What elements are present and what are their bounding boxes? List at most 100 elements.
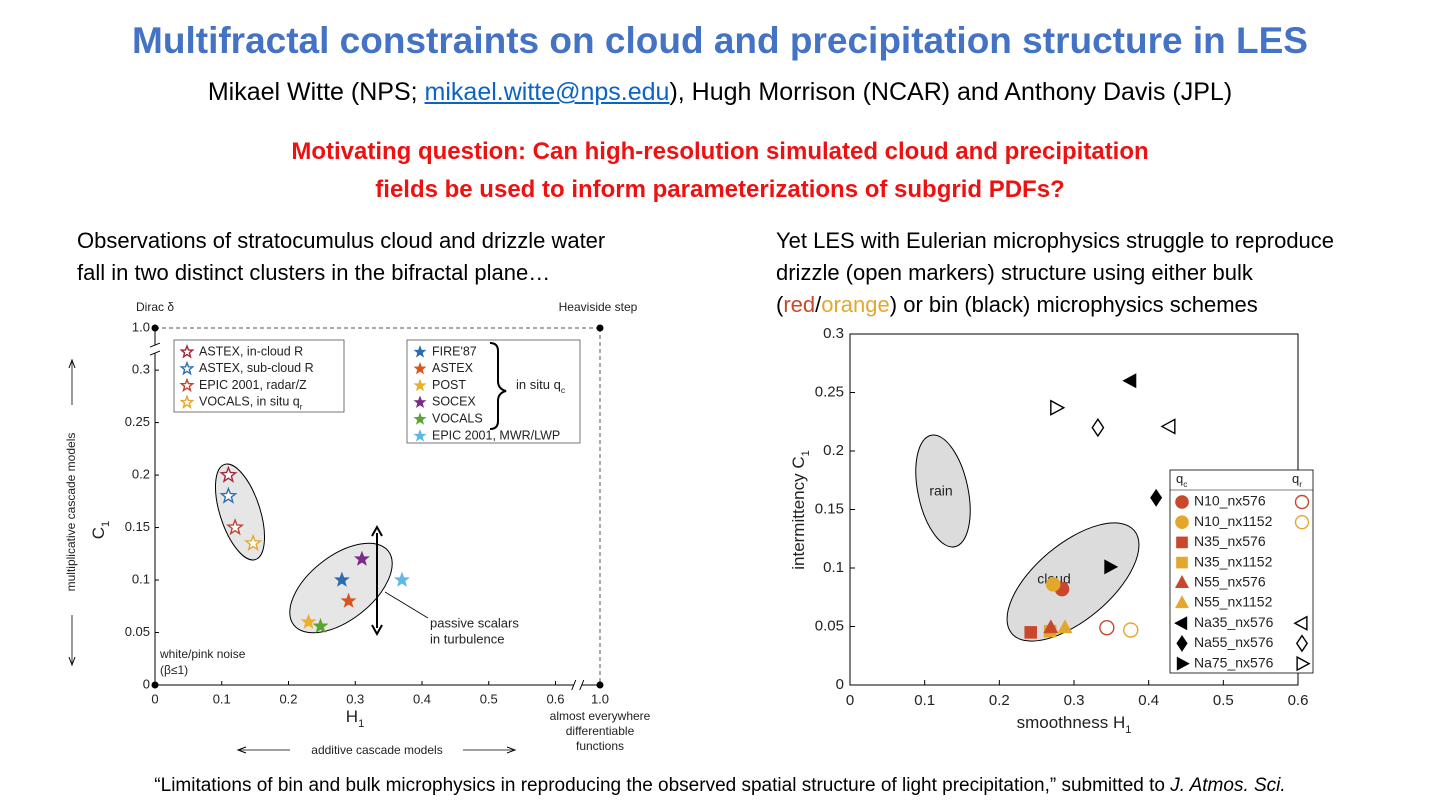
y-tick-label: 0.15 bbox=[125, 519, 150, 534]
circle-marker bbox=[1175, 495, 1189, 509]
square-marker bbox=[1024, 626, 1037, 639]
star-marker bbox=[244, 533, 263, 552]
diamond-marker bbox=[1091, 417, 1105, 438]
star-marker bbox=[179, 360, 195, 376]
axis-break bbox=[571, 679, 585, 691]
arrow-label: additive cascade models bbox=[311, 743, 442, 757]
footer-text: “Limitations of bin and bulk microphysic… bbox=[154, 775, 1171, 796]
x-tick-label: 0 bbox=[846, 692, 854, 709]
x-axis-label-sub: 1 bbox=[1125, 724, 1131, 736]
legend-header-sub: r bbox=[1299, 479, 1302, 489]
y-tick-label: 0.05 bbox=[815, 617, 844, 634]
star-marker bbox=[226, 518, 245, 536]
y-tick-label: 0.1 bbox=[132, 571, 150, 586]
star-marker bbox=[179, 344, 195, 359]
x-tick-label: 1.0 bbox=[591, 691, 609, 706]
star-marker bbox=[393, 571, 410, 587]
group-label: in situ qc bbox=[516, 377, 565, 395]
legend-label: N10_nx576 bbox=[1194, 493, 1266, 509]
leader-line bbox=[384, 591, 429, 619]
square-marker bbox=[1176, 556, 1188, 569]
diamond-marker bbox=[1150, 488, 1163, 507]
y-axis-label-text: C bbox=[89, 527, 108, 539]
triangle-left-marker bbox=[1174, 616, 1188, 631]
corner-label: differentiable bbox=[566, 724, 635, 738]
star-marker bbox=[353, 550, 370, 566]
arrow-head bbox=[506, 746, 517, 754]
x-tick-label: 0.6 bbox=[1288, 692, 1309, 709]
group-label-sub: c bbox=[561, 385, 565, 395]
legend-box bbox=[406, 339, 581, 444]
caption-line: fall in two distinct clusters in the bif… bbox=[77, 260, 551, 285]
legend-header: qc bbox=[1176, 471, 1187, 489]
y-axis-label-sub: 1 bbox=[800, 450, 812, 456]
corner-label: Heaviside step bbox=[559, 300, 638, 314]
star-marker bbox=[413, 412, 427, 425]
authors-text: ), Hugh Morrison (NCAR) and Anthony Davi… bbox=[669, 78, 1233, 106]
x-axis-label: smoothness H1 bbox=[1017, 713, 1132, 735]
star-marker bbox=[219, 486, 238, 504]
legend-header-text: q bbox=[1292, 471, 1299, 486]
caption-text: ) or bin (black) microphysics schemes bbox=[889, 292, 1258, 317]
y-axis-label: intermittency C1 bbox=[789, 450, 811, 570]
triangle-right-marker bbox=[1176, 656, 1190, 671]
x-tick-label: 0.3 bbox=[346, 691, 364, 706]
star-marker bbox=[413, 429, 427, 442]
star-marker bbox=[179, 394, 195, 409]
triangle-right-marker bbox=[1104, 559, 1119, 575]
x-axis-label-text: smoothness H bbox=[1017, 713, 1126, 732]
axis-break bbox=[149, 342, 161, 356]
circle-marker bbox=[1294, 515, 1310, 530]
star-marker bbox=[413, 395, 427, 409]
question-line: Motivating question: Can high-resolution… bbox=[291, 138, 1149, 165]
triangle-up-marker bbox=[1043, 619, 1059, 634]
legend-label: N55_nx576 bbox=[1194, 574, 1266, 590]
arrow-head bbox=[68, 358, 76, 369]
x-tick-label: 0.4 bbox=[1138, 692, 1159, 709]
star-marker bbox=[312, 617, 329, 633]
x-axis-label-sub: 1 bbox=[358, 718, 364, 730]
x-tick-label: 0.6 bbox=[546, 691, 564, 706]
caption-line: (red/orange) or bin (black) microphysics… bbox=[776, 289, 1334, 321]
annotation: in turbulence bbox=[430, 631, 504, 646]
x-tick-label: 0.2 bbox=[279, 691, 297, 706]
cluster-ellipse bbox=[289, 542, 393, 634]
caption-line: drizzle (open markers) structure using e… bbox=[776, 260, 1253, 285]
legend-label: ASTEX, in-cloud R bbox=[199, 344, 303, 358]
circle-marker bbox=[1045, 577, 1061, 592]
triangle-left-marker bbox=[1160, 418, 1176, 435]
triangle-left-marker bbox=[1122, 373, 1137, 389]
triangle-up-marker bbox=[1174, 595, 1190, 609]
legend-label: VOCALS, in situ qr bbox=[199, 395, 303, 411]
legend-label: POST bbox=[432, 378, 466, 392]
question-line: fields be used to inform parameterizatio… bbox=[375, 176, 1065, 203]
arrow-label: multiplicative cascade models bbox=[64, 433, 78, 592]
email-link[interactable]: mikael.witte@nps.edu bbox=[424, 78, 670, 106]
x-axis-label-text: H bbox=[346, 707, 358, 726]
bifractal-chart: 0 0.1 0.2 0.3 0.4 0.5 0.6 1.0 0 0.05 0.1 0.15 0.2 0.2… bbox=[64, 300, 651, 757]
legend-label: ASTEX bbox=[432, 361, 474, 375]
legend-label: Na55_nx576 bbox=[1194, 634, 1274, 650]
y-tick-label: 0 bbox=[143, 676, 150, 691]
y-axis-label: C1 bbox=[89, 521, 111, 539]
star-marker bbox=[413, 345, 427, 358]
legend-label: N35_nx576 bbox=[1194, 533, 1266, 549]
y-axis-label-sub: 1 bbox=[100, 521, 112, 527]
y-tick-label: 0.05 bbox=[125, 624, 150, 639]
x-tick-label: 0.1 bbox=[914, 692, 935, 709]
annotation: rain bbox=[929, 483, 952, 499]
authors: Mikael Witte (NPS; mikael.witte@nps.edu)… bbox=[0, 78, 1440, 107]
x-tick-label: 0.3 bbox=[1064, 692, 1085, 709]
legend-label: Na35_nx576 bbox=[1194, 614, 1274, 630]
caption-red: red bbox=[783, 292, 816, 317]
arrow-head bbox=[236, 746, 247, 754]
caption-text: ( bbox=[776, 292, 784, 317]
cluster-ellipse bbox=[214, 463, 266, 561]
y-tick-label: 0.15 bbox=[815, 500, 844, 517]
star-marker bbox=[179, 377, 195, 393]
cloud-ellipse bbox=[1006, 522, 1140, 642]
annotation: passive scalars bbox=[430, 615, 519, 630]
y-tick-label: 0.3 bbox=[132, 362, 150, 377]
y-axis-label-text: intermittency C bbox=[789, 456, 808, 569]
y-tick-label: 0.25 bbox=[125, 414, 150, 429]
